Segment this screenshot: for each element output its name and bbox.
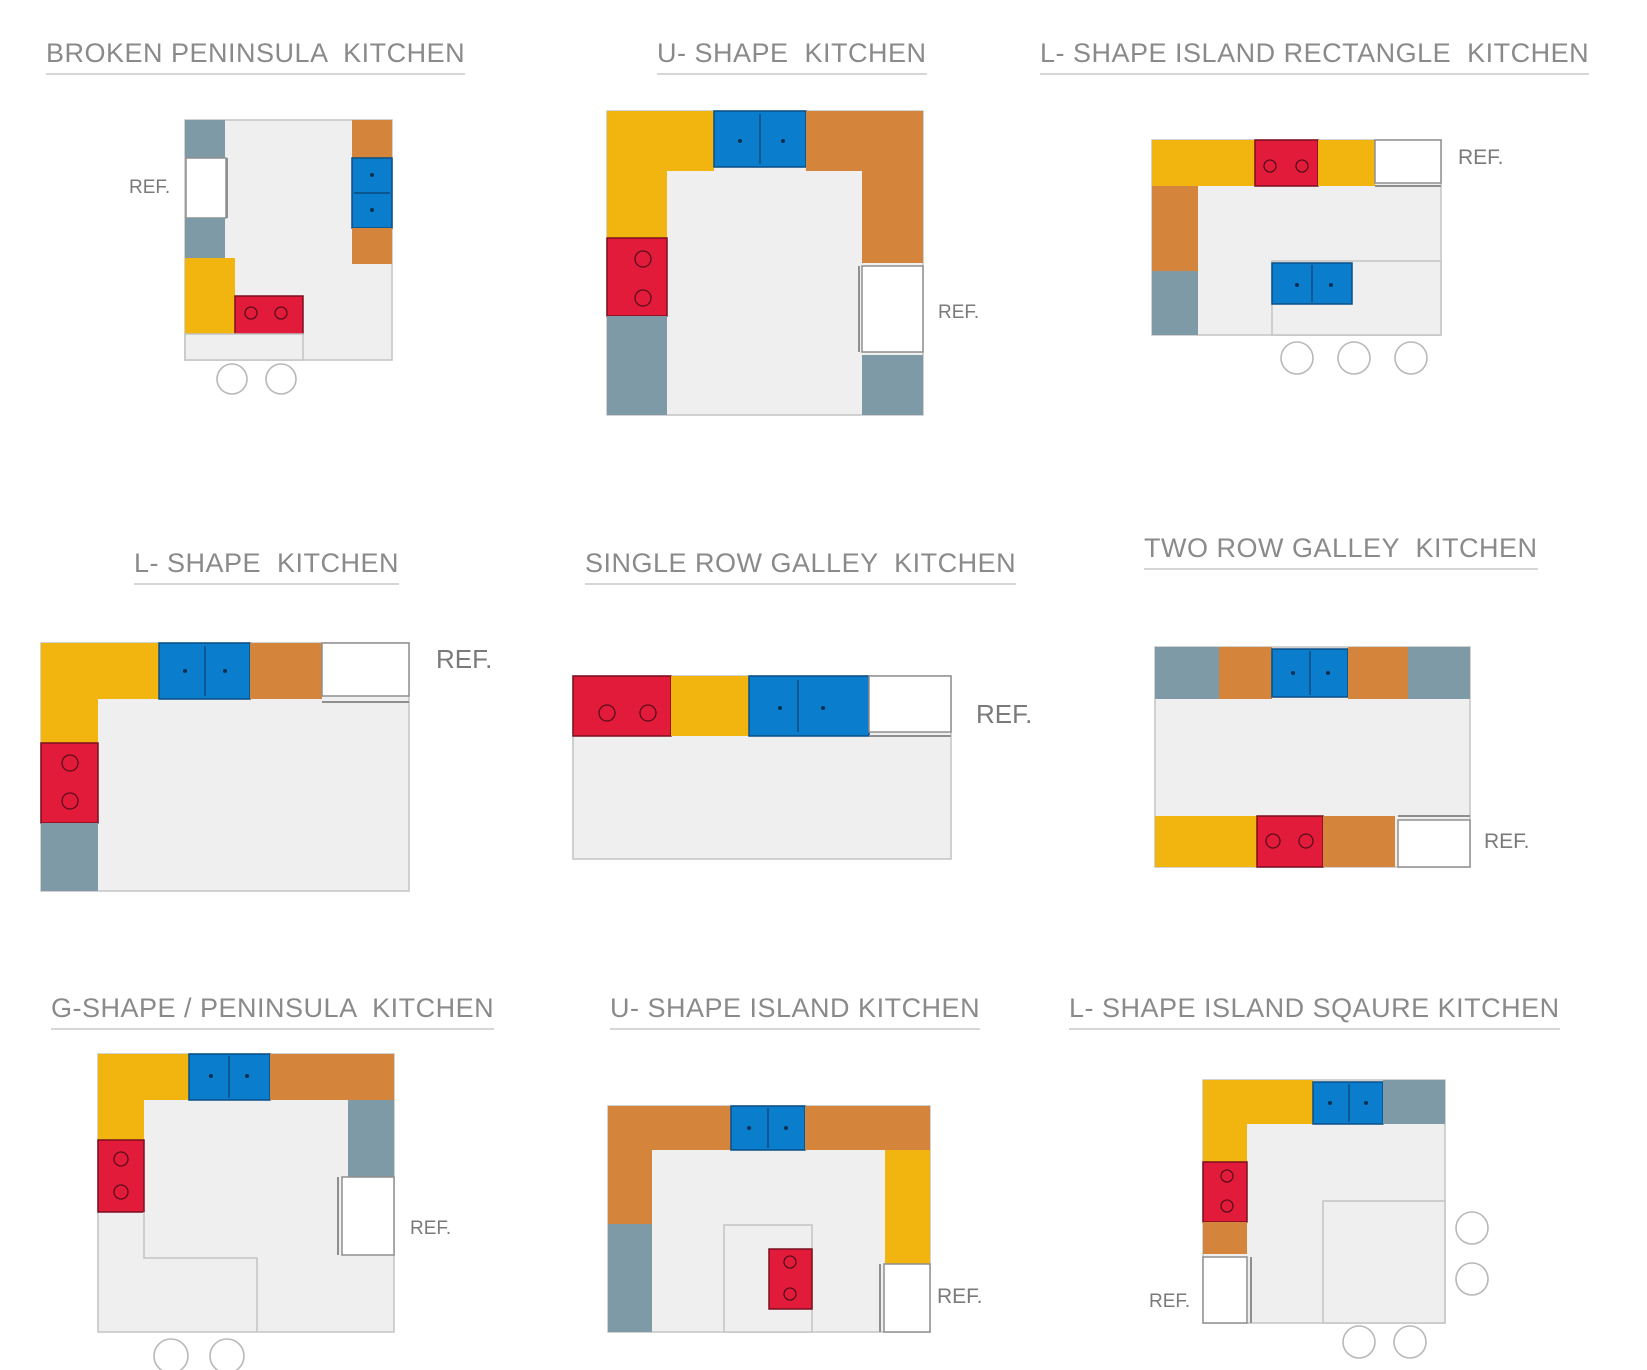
stool-icon [1455,1262,1489,1296]
peninsula-counter [143,1212,258,1332]
plan-l-shape [40,642,410,892]
orange-counter [862,171,923,263]
ref-label: REF. [1458,146,1504,169]
orange-counter [806,111,923,171]
ref-label: REF. [937,1285,983,1308]
orange-counter [1203,1222,1247,1254]
stool-icon [1342,1325,1376,1359]
peninsula-counter [184,333,304,361]
yellow-counter [1203,1080,1313,1124]
plan-l-shape-island-square [1202,1079,1489,1359]
stove-icon [572,675,672,737]
plan-single-row-galley [572,675,952,860]
orange-counter [270,1054,394,1100]
yellow-counter [98,1054,189,1100]
ref-label: REF. [1484,830,1530,853]
orange-counter [1323,816,1395,867]
yellow-counter [1203,1124,1247,1162]
orange-counter [352,228,392,264]
ref-label: REF. [436,644,493,674]
gray-cabinet [862,355,923,415]
orange-counter [250,643,322,699]
sink-icon [748,675,870,737]
yellow-counter [1318,140,1375,186]
layout-title-l-shape-island-square: L- SHAPE ISLAND SQAURE KITCHEN [1069,995,1560,1030]
orange-counter [352,120,392,158]
yellow-counter [1155,816,1257,867]
stool-icon [1455,1211,1489,1245]
refrigerator-icon [1202,1256,1248,1324]
yellow-counter [671,676,749,736]
layout-title-two-row-galley: TWO ROW GALLEY KITCHEN [1144,535,1538,570]
ref-label: REF. [976,699,1033,729]
layout-title-l-shape: L- SHAPE KITCHEN [134,550,400,585]
gray-cabinet [608,1224,652,1332]
stool-icon [216,363,248,395]
stool-icon [265,363,297,395]
stool-icon [1393,1325,1427,1359]
stool-icon [1280,341,1314,375]
refrigerator-icon [185,157,227,219]
gray-cabinet [1152,271,1198,335]
orange-counter [1348,647,1408,699]
ref-label: REF. [1149,1291,1191,1312]
layout-title-u-shape-island: U- SHAPE ISLAND KITCHEN [610,995,981,1030]
orange-counter [608,1106,731,1150]
gray-cabinet [185,120,225,158]
plan-broken-peninsula [184,119,393,395]
yellow-counter [607,171,667,238]
ref-label: REF. [938,302,980,323]
ref-label: REF. [129,177,171,198]
stove-icon [606,237,668,317]
gray-cabinet [185,218,225,258]
yellow-counter [885,1150,930,1264]
plan-u-shape-island [607,1105,931,1333]
gray-cabinet [1155,647,1219,699]
layout-title-u-shape: U- SHAPE KITCHEN [657,40,927,75]
plan-u-shape [606,110,924,416]
refrigerator-icon [321,642,410,697]
orange-counter [1219,647,1272,699]
refrigerator-icon [1374,139,1442,184]
stool-icon [153,1338,189,1370]
stove-icon [1256,815,1324,868]
ref-label: REF. [410,1218,452,1239]
sink-icon [1312,1081,1384,1125]
island [1322,1200,1446,1324]
refrigerator-icon [868,675,952,733]
plan-l-shape-island-rectangle [1151,139,1442,375]
yellow-counter [98,1100,144,1140]
yellow-counter [41,643,159,699]
yellow-counter [607,111,714,171]
layout-title-g-shape-peninsula: G-SHAPE / PENINSULA KITCHEN [51,995,495,1030]
orange-counter [608,1150,652,1224]
layout-title-single-row-galley: SINGLE ROW GALLEY KITCHEN [585,550,1017,585]
orange-counter [1152,186,1198,271]
gray-cabinet [348,1100,394,1177]
gray-cabinet [607,316,667,415]
stove-icon [768,1248,813,1310]
yellow-counter [185,258,235,334]
layout-title-broken-peninsula: BROKEN PENINSULA KITCHEN [46,40,466,75]
gray-cabinet [1408,647,1470,699]
refrigerator-icon [861,265,924,353]
yellow-counter [41,699,98,743]
stool-icon [209,1338,245,1370]
plan-two-row-galley [1154,646,1471,868]
orange-counter [805,1106,930,1150]
plan-g-shape-peninsula [97,1053,395,1370]
stool-icon [1337,341,1371,375]
refrigerator-icon [1397,819,1471,868]
stove-icon [97,1139,145,1213]
layout-title-l-shape-island-rectangle: L- SHAPE ISLAND RECTANGLE KITCHEN [1040,40,1590,75]
gray-cabinet [1383,1080,1445,1124]
refrigerator-icon [883,1263,931,1333]
yellow-counter [1152,140,1255,186]
gray-cabinet [41,823,98,891]
stool-icon [1394,341,1428,375]
refrigerator-icon [341,1176,395,1256]
